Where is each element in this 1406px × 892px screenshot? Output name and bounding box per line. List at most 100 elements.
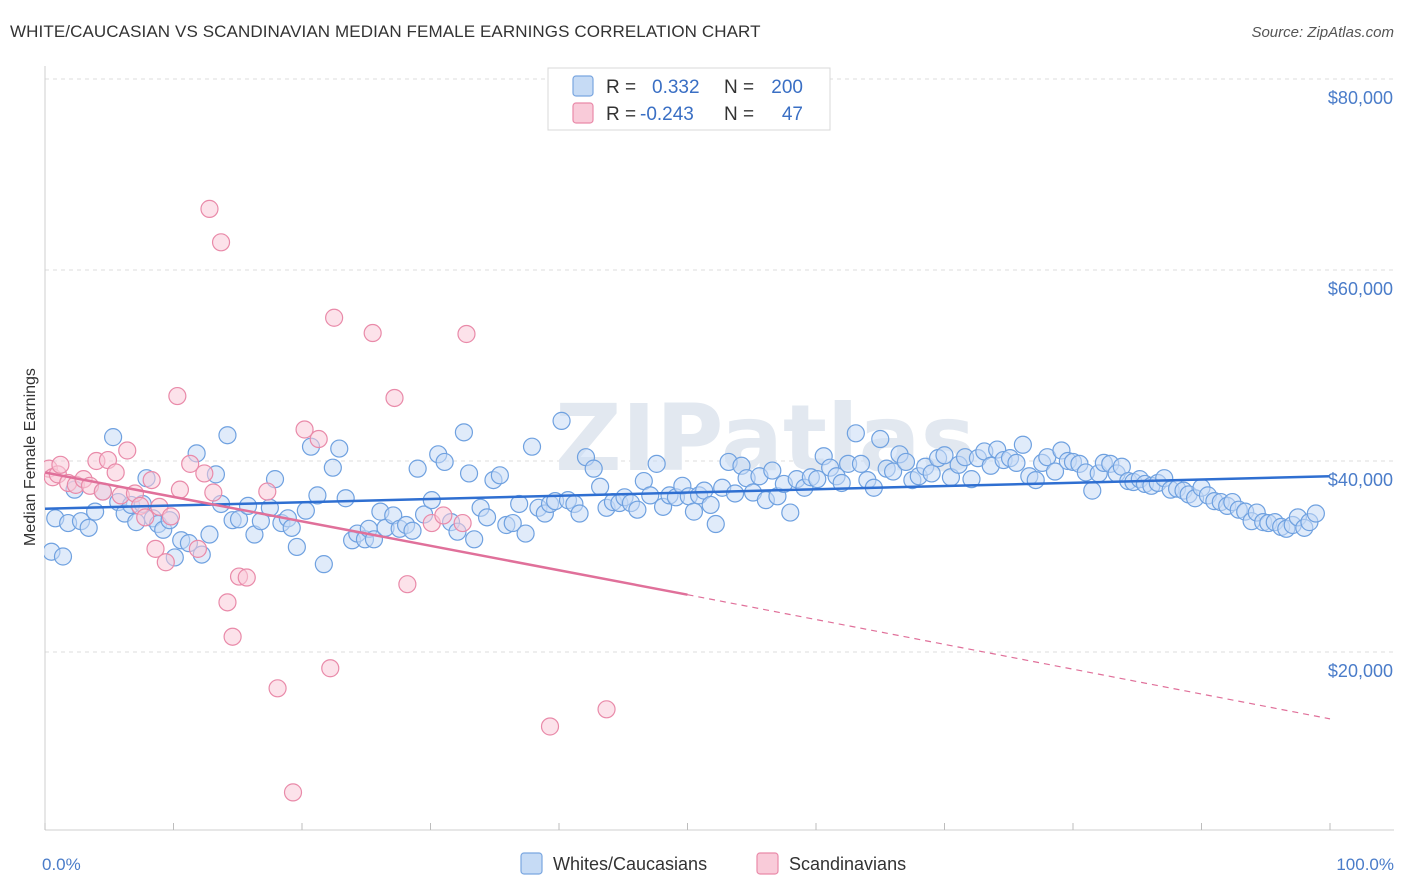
scandinavians-point-47 <box>457 324 476 344</box>
whites-point-153 <box>1007 453 1026 473</box>
y-axis-label: Median Female Earnings <box>22 368 39 546</box>
whites-point-40 <box>296 501 315 520</box>
scandinavians-point-37 <box>295 420 314 439</box>
x-tick-label-end: 100.0% <box>1336 855 1394 874</box>
whites-point-140 <box>922 464 941 483</box>
scandinavians-point-41 <box>363 323 382 343</box>
legend-swatch-whites <box>572 75 594 97</box>
trend-line-scandinavians-extrapolated <box>687 594 1331 720</box>
legend-bottom-label-whites: Whites/Caucasians <box>553 854 707 874</box>
whites-point-86 <box>584 459 603 478</box>
whites-point-126 <box>832 473 851 493</box>
legend-top: R = 0.332 N = 200 R = -0.243 N = 47 <box>547 67 831 131</box>
scandinavians-point-29 <box>211 233 231 252</box>
scandinavians-point-31 <box>223 627 242 646</box>
whites-point-118 <box>781 503 800 522</box>
whites-point-45 <box>330 439 349 458</box>
whites-point-2 <box>53 547 73 566</box>
y-tick-labels: $80,000 $60,000 $40,000 $20,000 <box>1328 88 1393 681</box>
whites-point-115 <box>763 461 782 480</box>
whites-point-66 <box>459 464 479 483</box>
scandinavians-point-16 <box>136 508 155 527</box>
whites-point-39 <box>287 537 306 557</box>
series-scandinavians-points <box>44 199 616 802</box>
legend-n-value-whites: 200 <box>771 77 803 98</box>
whites-point-122 <box>808 470 827 489</box>
legend-r-value-scandinavians: -0.243 <box>640 104 694 125</box>
scandinavians-point-27 <box>200 199 219 218</box>
axes <box>44 66 1394 831</box>
whites-point-30 <box>229 510 249 529</box>
trend-line-whites <box>44 475 1331 510</box>
whites-point-57 <box>403 521 422 540</box>
y-tick-label-1: $60,000 <box>1328 279 1393 299</box>
legend-bottom: Whites/Caucasians Scandinavians <box>520 852 906 875</box>
whites-point-93 <box>628 500 647 519</box>
scandinavians-point-25 <box>188 539 208 558</box>
whites-point-76 <box>522 437 542 456</box>
whites-point-28 <box>218 426 237 445</box>
x-tick-label-start: 0.0% <box>42 855 81 874</box>
scandinavians-point-49 <box>597 700 616 719</box>
whites-point-9 <box>104 428 123 447</box>
scandinavians-point-26 <box>195 464 214 483</box>
whites-point-44 <box>323 458 342 477</box>
whites-point-102 <box>684 502 704 521</box>
whites-point-106 <box>706 514 725 534</box>
whites-point-6 <box>79 518 98 537</box>
scandinavians-point-30 <box>218 593 237 612</box>
legend-box <box>547 67 831 131</box>
chart-title: WHITE/CAUCASIAN VS SCANDINAVIAN MEDIAN F… <box>10 22 761 41</box>
legend-bottom-label-scandinavians: Scandinavians <box>789 854 906 874</box>
scandinavians-point-22 <box>168 386 187 406</box>
trend-lines <box>44 471 1331 720</box>
whites-point-71 <box>490 466 509 485</box>
whites-point-154 <box>1013 435 1032 454</box>
whites-point-69 <box>477 508 497 527</box>
whites-point-84 <box>570 504 589 523</box>
y-tick-label-0: $80,000 <box>1328 88 1393 108</box>
whites-point-87 <box>591 477 610 496</box>
legend-bottom-swatch-whites <box>520 852 543 875</box>
scandinavians-point-42 <box>385 388 404 408</box>
whites-point-128 <box>846 424 865 443</box>
scandinavians-point-11 <box>106 463 125 482</box>
whites-point-65 <box>454 423 474 442</box>
whites-point-46 <box>336 489 355 508</box>
scandinavians-point-46 <box>453 513 472 533</box>
whites-point-81 <box>552 411 571 430</box>
y-tick-label-2: $40,000 <box>1328 470 1393 490</box>
scandinavians-point-23 <box>170 480 190 499</box>
whites-point-74 <box>510 494 529 514</box>
whites-point-156 <box>1026 471 1045 490</box>
scandinavians-point-24 <box>181 454 200 473</box>
whites-point-202 <box>1306 504 1325 523</box>
whites-point-25 <box>200 525 219 544</box>
whites-point-134 <box>883 462 903 481</box>
whites-point-62 <box>435 452 454 472</box>
scandinavians-point-3 <box>51 455 70 474</box>
scandinavians-point-43 <box>398 575 417 594</box>
scandinavians-point-28 <box>204 483 223 502</box>
whites-point-43 <box>314 555 333 574</box>
whites-point-165 <box>1083 481 1102 500</box>
scandinavians-point-39 <box>321 659 340 678</box>
whites-point-67 <box>465 530 484 549</box>
scandinavians-point-35 <box>268 679 287 698</box>
legend-r-label-scandinavians: R = <box>606 104 636 125</box>
legend-swatch-scandinavians <box>572 102 594 124</box>
scandinavians-point-36 <box>283 783 303 802</box>
series-whites-points <box>44 411 1325 574</box>
whites-point-73 <box>503 513 522 533</box>
scandinavians-point-18 <box>146 539 165 558</box>
scandinavians-point-34 <box>258 482 277 501</box>
scandinavians-point-45 <box>434 506 453 525</box>
whites-point-146 <box>962 470 981 489</box>
whites-point-109 <box>725 484 745 503</box>
whites-point-132 <box>871 429 890 449</box>
scandinavians-point-33 <box>237 568 256 587</box>
scandinavians-point-40 <box>325 308 344 327</box>
grid-lines <box>45 78 1394 653</box>
whites-point-136 <box>896 452 916 472</box>
scandinavians-point-21 <box>161 507 181 526</box>
